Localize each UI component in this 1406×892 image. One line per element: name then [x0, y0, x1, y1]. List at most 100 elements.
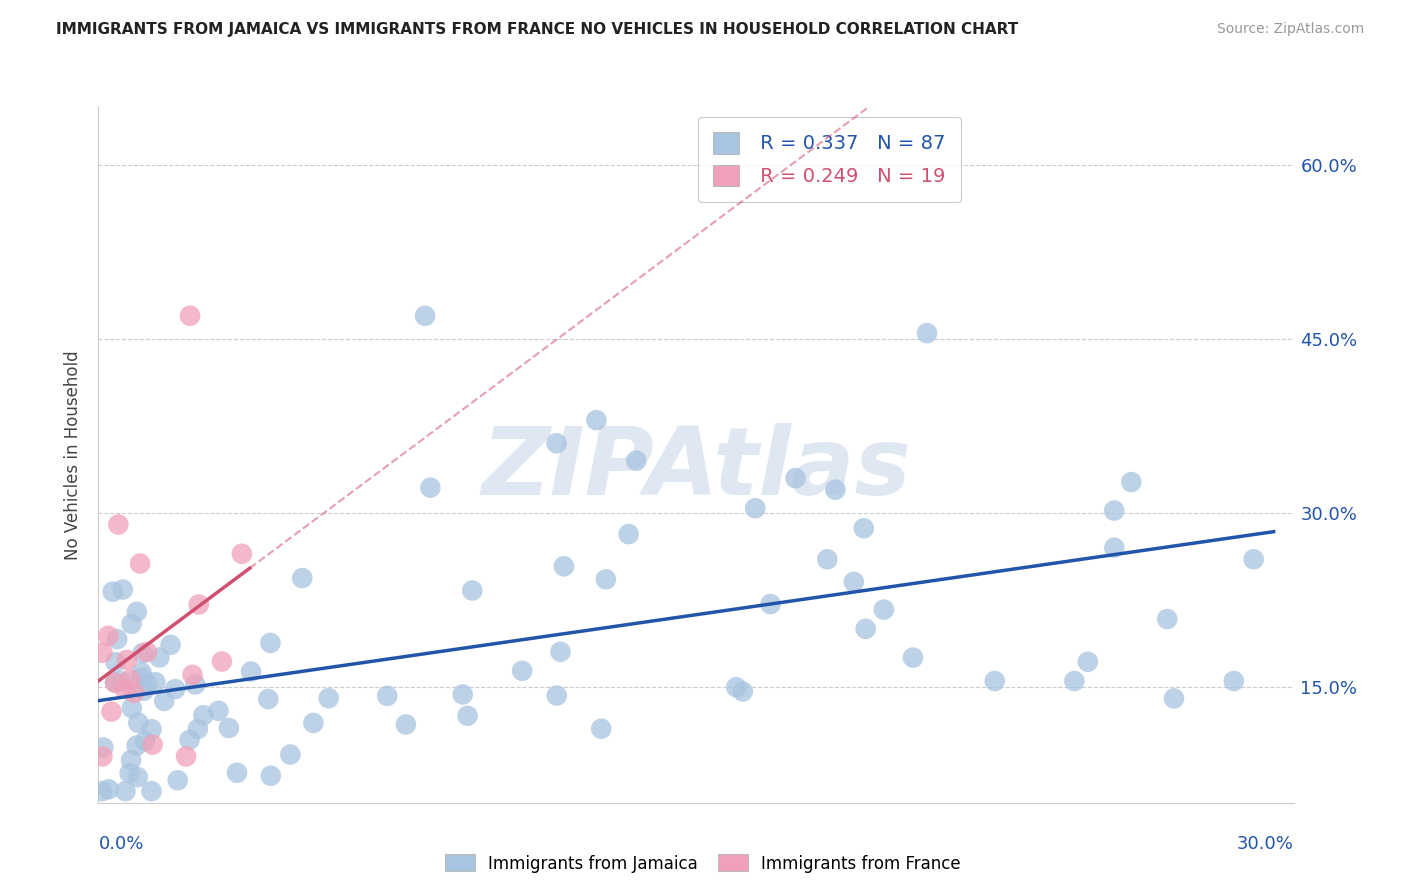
Point [187, 598, 209, 612]
Point [1102, 541, 1125, 555]
Point [725, 680, 748, 694]
Point [193, 708, 215, 723]
Point [181, 668, 204, 682]
Point [114, 784, 136, 798]
Point [101, 584, 124, 599]
Point [135, 676, 157, 690]
Point [166, 773, 188, 788]
Point [129, 557, 152, 571]
Point [1243, 552, 1265, 566]
Point [179, 732, 201, 747]
Text: Source: ZipAtlas.com: Source: ZipAtlas.com [1216, 22, 1364, 37]
Y-axis label: No Vehicles in Household: No Vehicles in Household [65, 350, 83, 560]
Text: ZIPAtlas: ZIPAtlas [481, 423, 911, 515]
Point [591, 722, 613, 736]
Point [550, 645, 572, 659]
Point [626, 453, 648, 467]
Point [91, 784, 114, 798]
Point [1222, 674, 1246, 689]
Point [91, 740, 114, 755]
Point [1077, 655, 1099, 669]
Legend: Immigrants from Jamaica, Immigrants from France: Immigrants from Jamaica, Immigrants from… [439, 847, 967, 880]
Point [291, 571, 314, 585]
Point [218, 721, 240, 735]
Point [148, 650, 170, 665]
Text: IMMIGRANTS FROM JAMAICA VS IMMIGRANTS FROM FRANCE NO VEHICLES IN HOUSEHOLD CORRE: IMMIGRANTS FROM JAMAICA VS IMMIGRANTS FR… [56, 22, 1018, 37]
Point [901, 650, 924, 665]
Point [260, 769, 283, 783]
Point [142, 738, 165, 752]
Point [107, 517, 129, 532]
Point [211, 655, 233, 669]
Point [1121, 475, 1143, 489]
Point [127, 715, 149, 730]
Point [855, 622, 877, 636]
Point [120, 753, 142, 767]
Point [105, 632, 128, 646]
Point [915, 326, 938, 340]
Point [873, 602, 896, 616]
Point [259, 636, 281, 650]
Point [97, 782, 120, 797]
Legend:  R = 0.337   N = 87,  R = 0.249   N = 19: R = 0.337 N = 87, R = 0.249 N = 19 [697, 117, 962, 202]
Point [131, 671, 153, 685]
Point [207, 704, 229, 718]
Point [510, 664, 533, 678]
Point [141, 723, 163, 737]
Point [617, 527, 640, 541]
Point [842, 574, 865, 589]
Point [302, 715, 325, 730]
Point [118, 766, 141, 780]
Point [104, 675, 127, 690]
Point [375, 689, 398, 703]
Point [546, 436, 568, 450]
Point [111, 582, 134, 597]
Point [595, 572, 617, 586]
Point [121, 616, 143, 631]
Point [121, 701, 143, 715]
Point [131, 646, 153, 660]
Point [984, 674, 1007, 689]
Text: 30.0%: 30.0% [1237, 835, 1294, 854]
Point [159, 638, 181, 652]
Point [1156, 612, 1178, 626]
Point [125, 739, 148, 753]
Point [91, 646, 114, 660]
Point [135, 645, 157, 659]
Point [145, 675, 167, 690]
Point [395, 717, 418, 731]
Point [127, 770, 149, 784]
Point [153, 694, 176, 708]
Point [114, 681, 136, 696]
Point [226, 765, 249, 780]
Point [240, 665, 263, 679]
Point [457, 708, 479, 723]
Point [179, 309, 201, 323]
Point [174, 749, 197, 764]
Point [1163, 691, 1185, 706]
Text: 0.0%: 0.0% [98, 835, 143, 854]
Point [231, 547, 253, 561]
Point [585, 413, 607, 427]
Point [785, 471, 807, 485]
Point [419, 481, 441, 495]
Point [852, 521, 875, 535]
Point [110, 674, 132, 689]
Point [165, 682, 187, 697]
Point [1102, 503, 1125, 517]
Point [280, 747, 302, 762]
Point [461, 583, 484, 598]
Point [132, 683, 155, 698]
Point [257, 692, 280, 706]
Point [824, 483, 846, 497]
Point [97, 629, 120, 643]
Point [100, 705, 122, 719]
Point [125, 605, 148, 619]
Point [184, 677, 207, 691]
Point [553, 559, 575, 574]
Point [413, 309, 436, 323]
Point [104, 655, 127, 669]
Point [731, 684, 754, 698]
Point [744, 501, 766, 516]
Point [104, 675, 127, 690]
